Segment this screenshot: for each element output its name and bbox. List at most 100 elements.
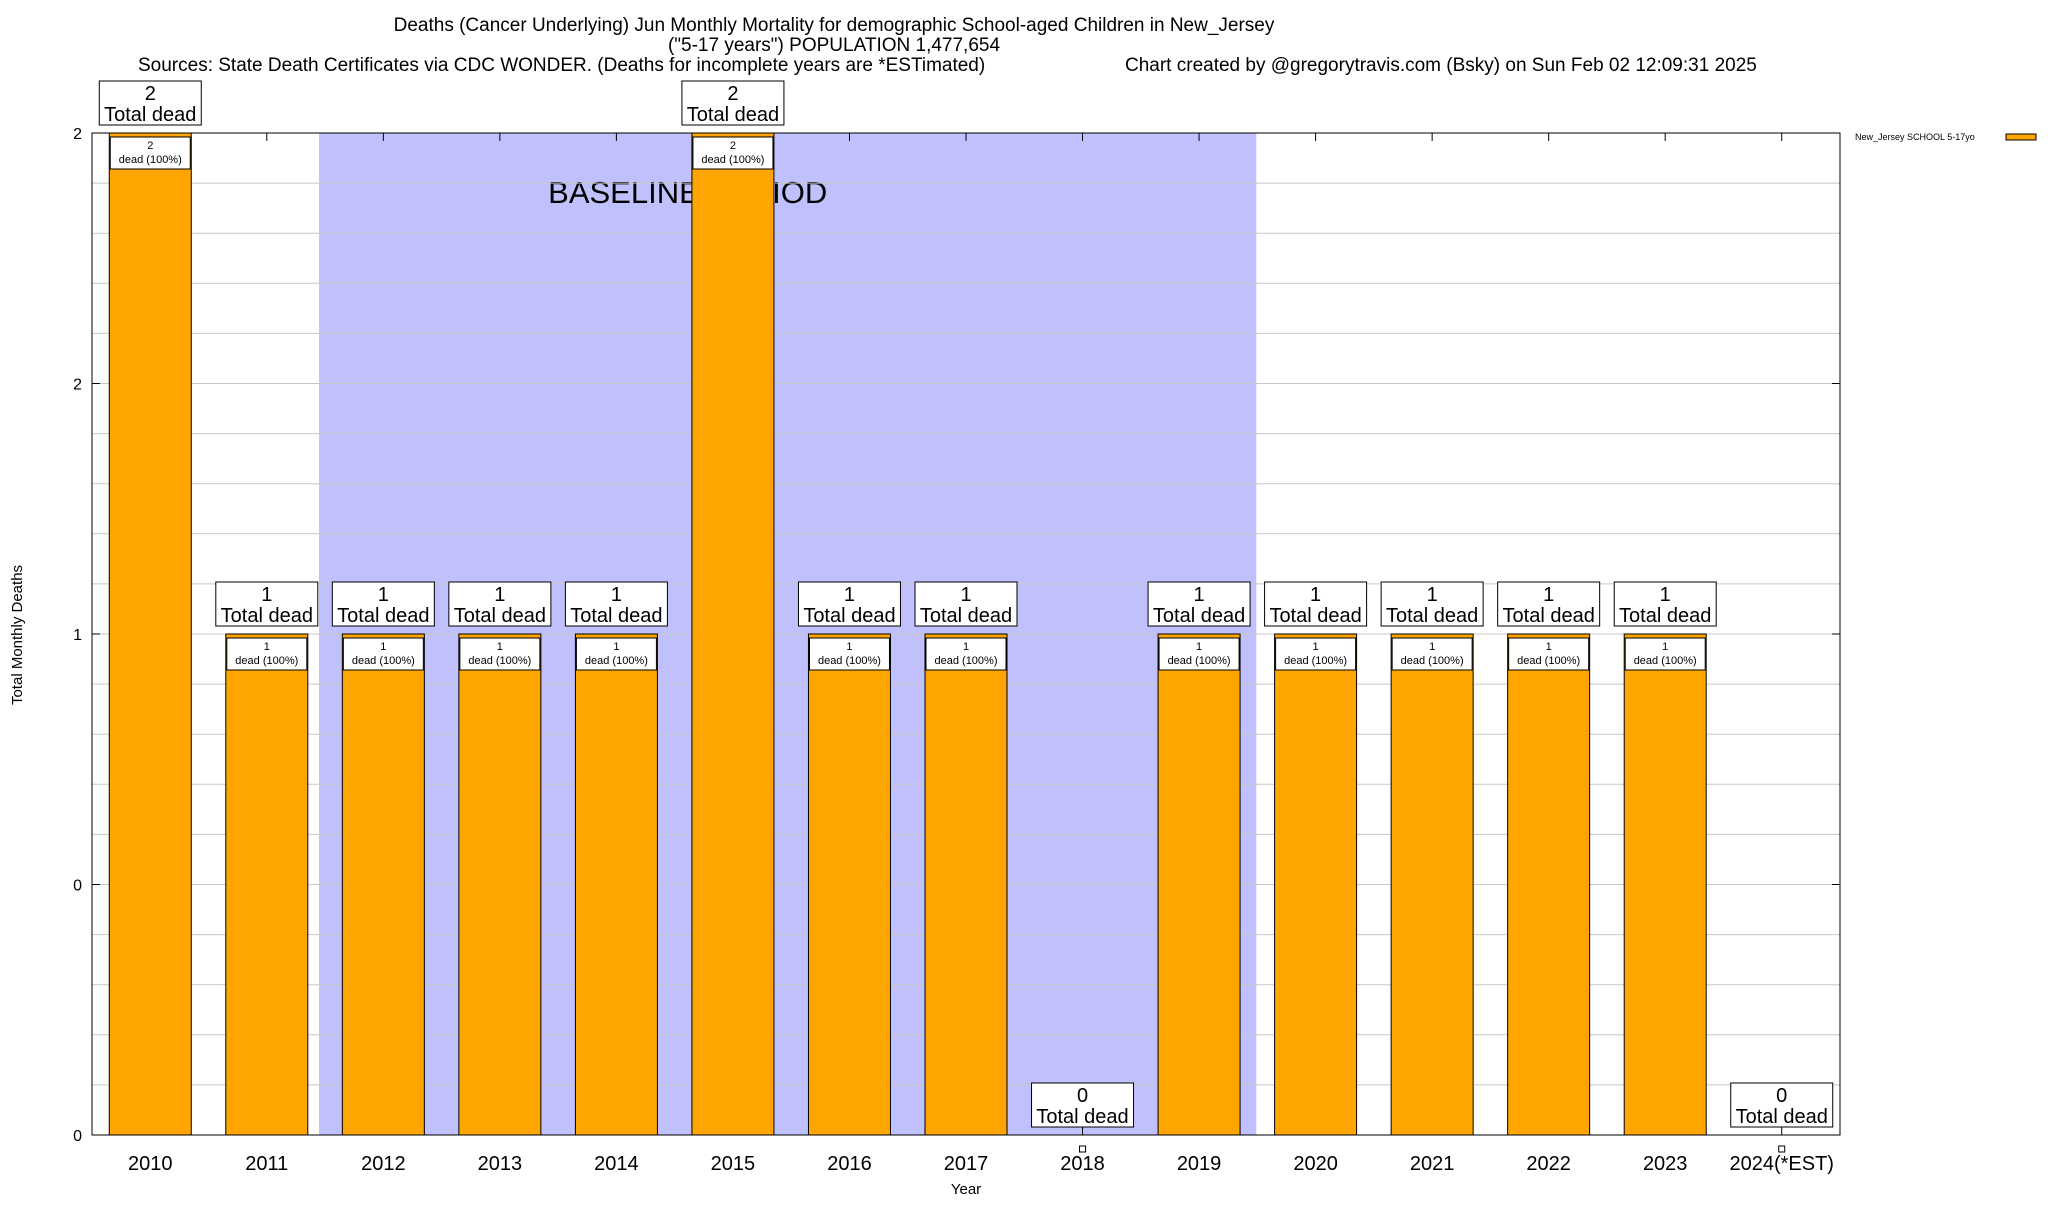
bar-inner-label-box <box>575 637 657 671</box>
bar-inner-label-box <box>342 637 424 671</box>
bar-inner-label-box <box>1624 637 1706 671</box>
plot-frame <box>91 132 1841 1136</box>
bar-inner-count: 1 <box>963 641 969 653</box>
bar-total-value: 0 <box>1077 1085 1088 1107</box>
bar-total-value: 1 <box>1194 584 1205 606</box>
bar-total-label-box <box>797 581 901 627</box>
bar <box>108 132 192 1136</box>
x-tick-label: 2016 <box>827 1153 872 1175</box>
x-tick-label: 2013 <box>478 1153 523 1175</box>
x-tick-label: 2023 <box>1643 1153 1688 1175</box>
bar-total-label: Total dead <box>221 605 313 627</box>
bar-total-label-box <box>1613 581 1717 627</box>
baseline-period-label: BASELINE PERIOD <box>548 175 827 210</box>
bar-inner-label: dead (100%) <box>1284 655 1347 667</box>
y-tick-label: 0 <box>73 1128 82 1145</box>
bar-total-label: Total dead <box>920 605 1012 627</box>
zero-marker <box>1778 1145 1786 1153</box>
bar-inner-label: dead (100%) <box>1517 655 1580 667</box>
bar-total-label: Total dead <box>1386 605 1478 627</box>
bar-inner-label-box <box>1391 637 1473 671</box>
y-tick-label: 1 <box>73 627 82 644</box>
bar-total-label: Total dead <box>1269 605 1361 627</box>
bar-total-label-box <box>1497 581 1601 627</box>
bar-inner-label: dead (100%) <box>352 655 415 667</box>
bar-inner-count: 1 <box>613 641 619 653</box>
x-tick-label: 2011 <box>245 1153 288 1175</box>
bar-total-value: 1 <box>1310 584 1321 606</box>
bar-total-value: 1 <box>611 584 622 606</box>
bar-inner-label: dead (100%) <box>235 655 298 667</box>
zero-marker <box>1079 1145 1087 1153</box>
y-axis-label: Total Monthly Deaths <box>9 565 26 705</box>
bar-inner-count: 1 <box>846 641 852 653</box>
bar <box>225 633 309 1136</box>
bar-total-label-box <box>448 581 552 627</box>
x-tick-label: 2021 <box>1410 1153 1455 1175</box>
bar-total-label-box <box>98 80 202 126</box>
bar-total-label-box <box>1380 581 1484 627</box>
bar-total-label: Total dead <box>687 104 779 126</box>
bar-total-label: Total dead <box>1736 1106 1828 1128</box>
bar <box>1274 633 1358 1136</box>
chart-credit: Chart created by @gregorytravis.com (Bsk… <box>1125 55 1757 76</box>
bar-total-label: Total dead <box>104 104 196 126</box>
bar-total-label-box <box>1147 581 1251 627</box>
y-tick-label: 0 <box>73 878 82 895</box>
bar-inner-count: 1 <box>1313 641 1319 653</box>
x-tick-label: 2024(*EST) <box>1729 1153 1834 1175</box>
bar-inner-count: 1 <box>497 641 503 653</box>
bar-inner-label: dead (100%) <box>119 154 182 166</box>
bar <box>1507 633 1591 1136</box>
bar-total-label: Total dead <box>454 605 546 627</box>
bar-inner-label-box <box>692 136 774 170</box>
x-tick-label: 2014 <box>594 1153 639 1175</box>
bar-total-value: 1 <box>1660 584 1671 606</box>
legend-swatch <box>2005 133 2037 141</box>
bar-total-label-box <box>914 581 1018 627</box>
bar-inner-label-box <box>109 136 191 170</box>
bar-total-label-box <box>1264 581 1368 627</box>
x-tick-label: 2012 <box>361 1153 406 1175</box>
bar <box>341 633 425 1136</box>
bar-total-label: Total dead <box>570 605 662 627</box>
bar-total-label-box <box>681 80 785 126</box>
bar-total-value: 1 <box>844 584 855 606</box>
bar-total-value: 1 <box>960 584 971 606</box>
bar <box>691 132 775 1136</box>
bar-total-value: 1 <box>494 584 505 606</box>
bar <box>807 633 891 1136</box>
x-tick-label: 2018 <box>1060 1153 1105 1175</box>
bar-inner-count: 2 <box>147 140 153 152</box>
chart-sources: Sources: State Death Certificates via CD… <box>138 55 985 76</box>
bar-total-label-box <box>564 581 668 627</box>
bar-inner-label-box <box>226 637 308 671</box>
bar-inner-count: 1 <box>1662 641 1668 653</box>
y-tick-label: 2 <box>73 377 82 394</box>
chart-title: Deaths (Cancer Underlying) Jun Monthly M… <box>394 15 1275 36</box>
x-tick-label: 2015 <box>711 1153 756 1175</box>
bar-inner-count: 1 <box>380 641 386 653</box>
bar-total-value: 1 <box>1543 584 1554 606</box>
bar-total-label: Total dead <box>1036 1106 1128 1128</box>
x-tick-label: 2022 <box>1526 1153 1571 1175</box>
legend-label: New_Jersey SCHOOL 5-17yo <box>1855 132 1975 142</box>
bar-inner-label: dead (100%) <box>818 655 881 667</box>
bar-inner-label: dead (100%) <box>585 655 648 667</box>
bar-total-value: 2 <box>145 83 156 105</box>
bar-total-value: 1 <box>261 584 272 606</box>
x-tick-label: 2020 <box>1293 1153 1338 1175</box>
bar-total-value: 0 <box>1776 1085 1787 1107</box>
bar-inner-label: dead (100%) <box>935 655 998 667</box>
bar-total-value: 1 <box>378 584 389 606</box>
bar-inner-count: 1 <box>264 641 270 653</box>
bar-inner-label-box <box>1275 637 1357 671</box>
bar-inner-count: 1 <box>1546 641 1552 653</box>
x-axis-label: Year <box>951 1181 981 1198</box>
bar <box>1157 633 1241 1136</box>
bar-inner-label-box <box>1508 637 1590 671</box>
bar-inner-label: dead (100%) <box>1401 655 1464 667</box>
bar-total-label: Total dead <box>337 605 429 627</box>
bar <box>1623 633 1707 1136</box>
